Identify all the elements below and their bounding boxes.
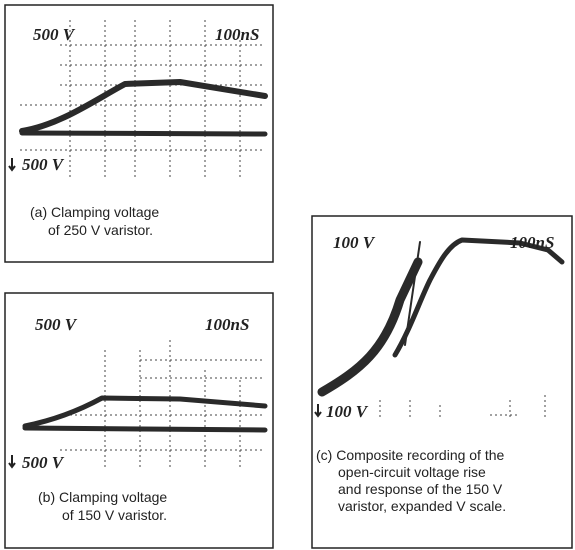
scope-trace [25, 398, 265, 426]
time-scale: 100nS [510, 233, 554, 252]
scope-grid [380, 395, 545, 420]
scope-trace [395, 240, 562, 355]
caption: varistor, expanded V scale. [338, 498, 506, 514]
scope-trace [22, 133, 265, 134]
scope-trace [22, 82, 265, 131]
caption: of 150 V varistor. [62, 507, 167, 523]
caption: of 250 V varistor. [48, 222, 153, 238]
marker [315, 404, 321, 416]
figure: 500 V 100nS 500 V (a) Clamping voltage o… [0, 0, 575, 550]
voltage-scale: 500 V [35, 315, 78, 334]
caption: (c) Composite recording of the [316, 447, 505, 463]
time-scale: 100nS [215, 25, 259, 44]
scope-trace [322, 262, 418, 392]
voltage-scale: 500 V [22, 155, 65, 174]
caption: and response of the 150 V [338, 481, 503, 497]
caption: open-circuit voltage rise [338, 464, 486, 480]
voltage-scale: 500 V [33, 25, 76, 44]
marker [9, 455, 15, 467]
voltage-scale: 100 V [326, 402, 369, 421]
time-scale: 100nS [205, 315, 249, 334]
marker [9, 158, 15, 170]
caption: (b) Clamping voltage [38, 489, 167, 505]
voltage-scale: 500 V [22, 453, 65, 472]
caption: (a) Clamping voltage [30, 204, 159, 220]
voltage-scale: 100 V [333, 233, 376, 252]
scope-trace [25, 428, 265, 430]
